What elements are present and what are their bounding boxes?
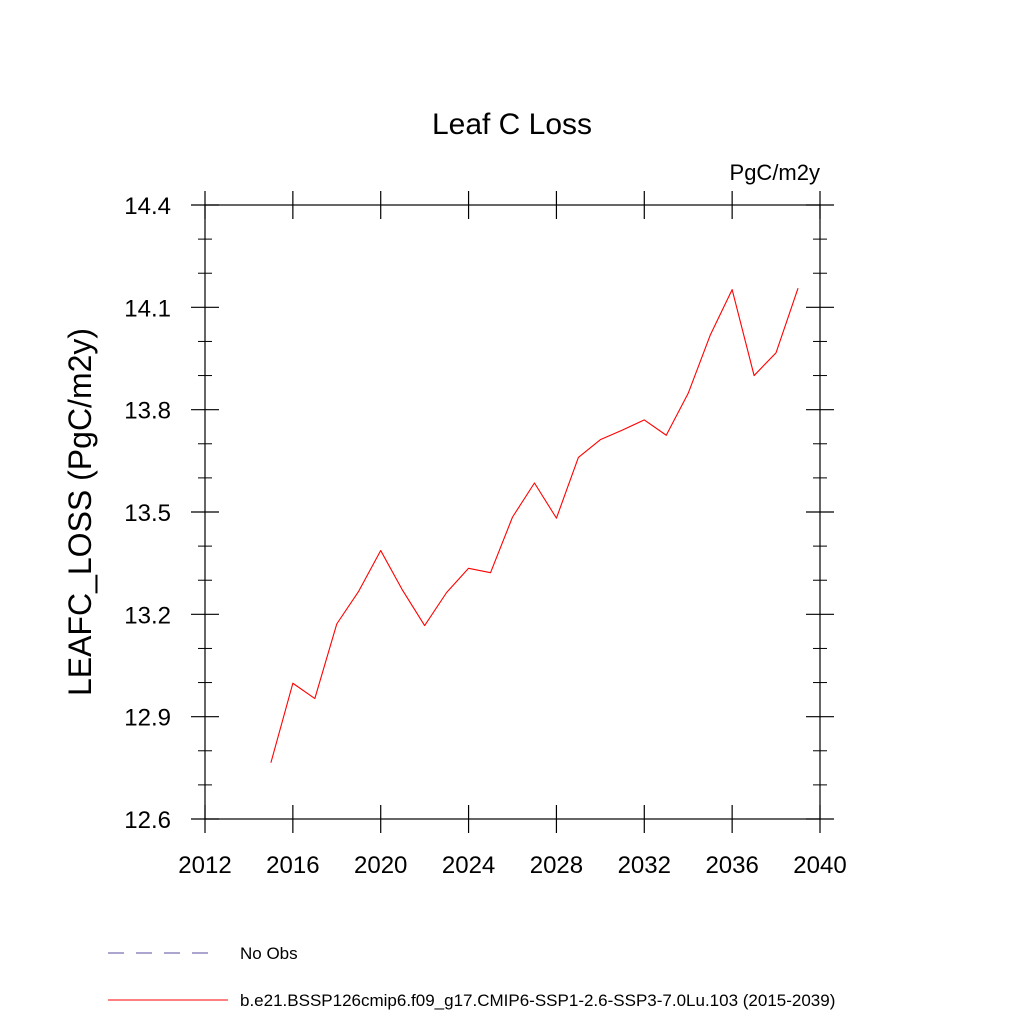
units-label: PgC/m2y	[730, 160, 820, 185]
y-tick-label: 13.2	[124, 602, 171, 629]
chart-title: Leaf C Loss	[432, 108, 592, 141]
x-tick-label: 2020	[354, 852, 407, 879]
legend: No Obs b.e21.BSSP126cmip6.f09_g17.CMIP6-S…	[108, 944, 835, 1010]
y-tick-label: 14.1	[124, 295, 171, 322]
x-tick-label: 2028	[530, 852, 583, 879]
plot-frame	[204, 204, 821, 820]
x-tick-label: 2032	[618, 852, 671, 879]
series-line	[270, 288, 799, 763]
y-tick-label: 13.8	[124, 398, 171, 425]
y-tick-label: 13.5	[124, 500, 171, 527]
x-tick-label: 2016	[266, 852, 319, 879]
x-tick-label: 2012	[178, 852, 231, 879]
x-tick-label: 2040	[793, 852, 846, 879]
y-tick-label: 12.9	[124, 705, 171, 732]
axis-tick-labels: 2012 2016 2020 2024 2028 2032 2036 2040 12.6 12.9…	[124, 193, 846, 879]
series-lines	[270, 288, 799, 763]
y-axis-label: LEAFC_LOSS (PgC/m2y)	[62, 328, 98, 696]
x-tick-label: 2024	[442, 852, 495, 879]
y-tick-label: 14.4	[124, 193, 171, 220]
y-tick-label: 12.6	[124, 807, 171, 834]
legend-label: b.e21.BSSP126cmip6.f09_g17.CMIP6-SSP1-2.…	[240, 991, 835, 1010]
x-tick-label: 2036	[705, 852, 758, 879]
legend-label: No Obs	[240, 944, 298, 963]
axis-ticks	[191, 191, 834, 833]
